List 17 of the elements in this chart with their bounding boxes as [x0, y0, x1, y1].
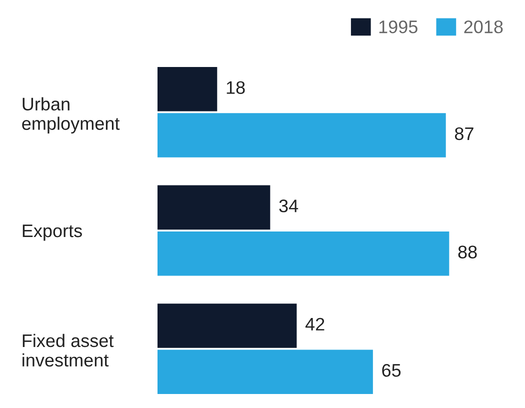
bar: [158, 350, 373, 394]
y-tick-label: Exports: [22, 224, 82, 241]
data-label: 65: [382, 364, 401, 377]
data-label: 42: [305, 318, 324, 330]
bar: [158, 185, 270, 230]
y-tick-label: Fixed asset investment: [22, 334, 114, 367]
y-tick-label: Urban employment: [22, 97, 120, 134]
data-label: 88: [458, 246, 477, 258]
bar: [158, 304, 297, 348]
legend-label: 1995: [379, 20, 418, 34]
data-label: 34: [279, 200, 298, 212]
legend-label: 2018: [464, 20, 503, 34]
bar: [158, 66, 218, 112]
bar: [158, 113, 446, 158]
data-label: 18: [226, 81, 245, 94]
data-label: 87: [454, 127, 474, 140]
bar: [158, 231, 450, 276]
